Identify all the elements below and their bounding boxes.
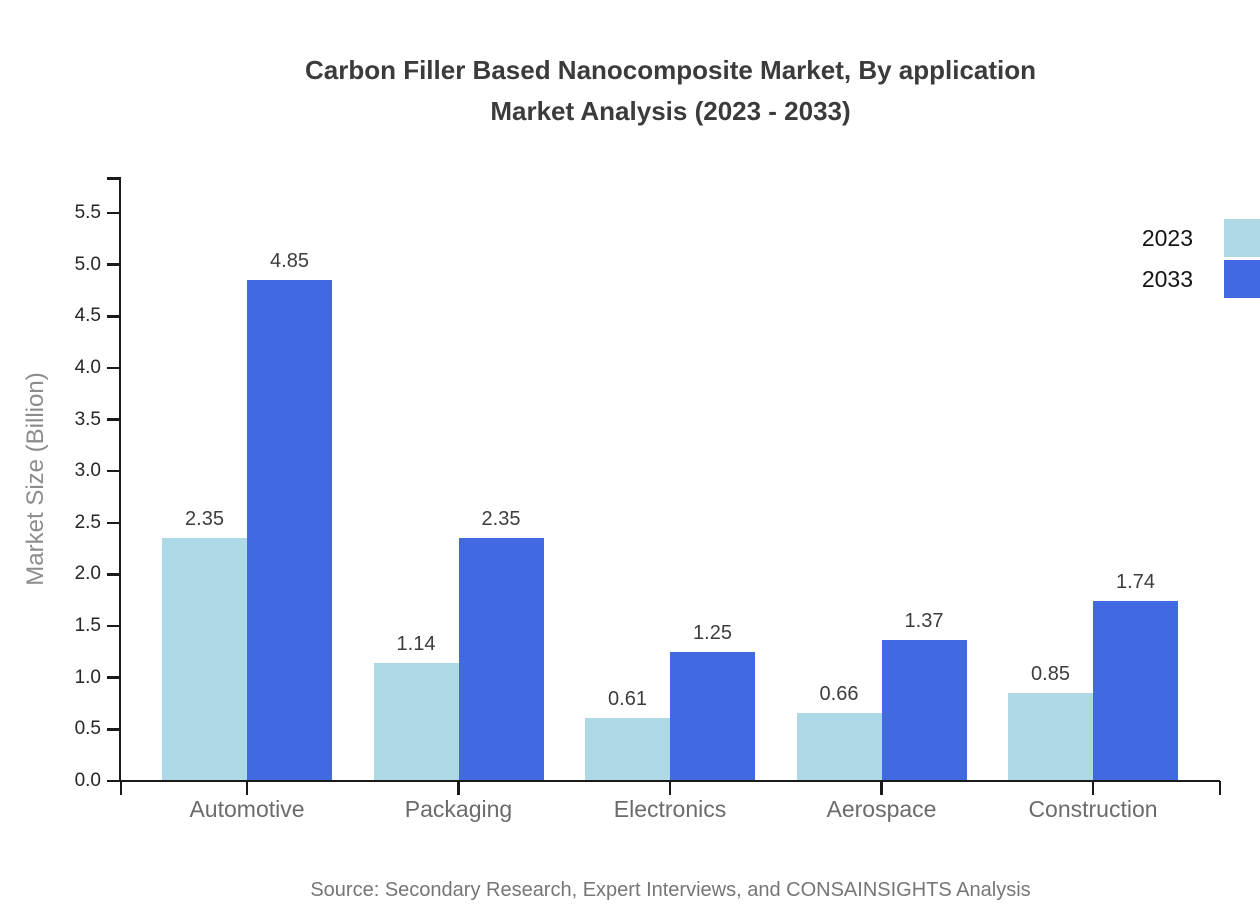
legend-swatch-2023 — [1224, 219, 1260, 257]
legend: 2023 2033 — [1142, 219, 1260, 301]
y-tick-label: 1.5 — [74, 615, 101, 637]
bar-2023-packaging — [373, 663, 459, 781]
legend-item-2033: 2033 — [1142, 260, 1260, 298]
value-label-2023-aerospace: 0.66 — [819, 682, 859, 705]
x-axis-right-end-tick — [1218, 781, 1222, 795]
y-tick-label: 2.5 — [74, 511, 101, 533]
x-axis-spine — [121, 779, 1220, 783]
y-tick — [107, 728, 121, 731]
legend-label-2023: 2023 — [1141, 224, 1193, 251]
y-tick-label: 1.0 — [74, 666, 101, 688]
value-label-2023-packaging: 1.14 — [396, 633, 436, 656]
y-tick — [107, 263, 121, 266]
y-tick — [107, 211, 121, 215]
y-tick-label: 0.0 — [74, 770, 101, 791]
category-label-automotive: Automotive — [189, 796, 305, 822]
value-label-2033-packaging: 2.35 — [481, 508, 521, 531]
category-label-aerospace: Aerospace — [826, 796, 937, 822]
value-label-2023-electronics: 0.61 — [608, 688, 647, 710]
value-label-2033-construction: 1.74 — [1116, 571, 1155, 594]
bar-2023-automotive — [162, 538, 247, 781]
x-tick-construction — [1091, 781, 1095, 795]
y-tick — [107, 366, 121, 370]
chart-title-line2: Market Analysis (2023 - 2033) — [490, 96, 851, 126]
y-tick — [107, 315, 121, 318]
y-tick-label: 5.0 — [74, 253, 101, 275]
legend-label-2033: 2033 — [1141, 265, 1193, 292]
y-tick — [107, 624, 121, 628]
bar-2023-electronics — [585, 718, 670, 781]
y-tick-label: 4.5 — [74, 305, 101, 327]
y-axis-end-cap — [107, 177, 121, 180]
bar-2033-aerospace — [881, 639, 967, 781]
bar-2033-packaging — [458, 538, 544, 781]
bar-2033-electronics — [670, 651, 755, 781]
x-tick-electronics — [668, 781, 672, 795]
chart-title-line1: Carbon Filler Based Nanocomposite Market… — [304, 55, 1037, 85]
y-tick-label: 0.5 — [74, 718, 101, 740]
x-tick-packaging — [457, 781, 460, 795]
category-label-packaging: Packaging — [404, 796, 513, 822]
value-label-2033-automotive: 4.85 — [270, 250, 309, 273]
x-tick-aerospace — [880, 781, 883, 795]
chart-title: Carbon Filler Based Nanocomposite Market… — [121, 50, 1220, 132]
legend-item-2023: 2023 — [1142, 219, 1260, 257]
y-axis-spine — [118, 177, 121, 781]
value-label-2023-automotive: 2.35 — [185, 508, 224, 531]
bar-2023-construction — [1008, 693, 1093, 781]
y-tick-label: 5.5 — [74, 202, 101, 223]
y-tick — [107, 779, 121, 783]
bar-2033-construction — [1093, 601, 1178, 781]
bar-2033-automotive — [247, 280, 332, 781]
legend-swatch-2033 — [1224, 260, 1260, 298]
value-label-2023-construction: 0.85 — [1031, 663, 1070, 686]
source-note: Source: Secondary Research, Expert Inter… — [310, 879, 1031, 901]
y-tick — [107, 573, 121, 576]
y-tick — [107, 469, 121, 473]
y-tick-label: 3.0 — [74, 460, 101, 482]
y-tick — [107, 676, 121, 679]
y-tick-label: 2.0 — [74, 563, 101, 585]
y-tick-label: 4.0 — [74, 356, 101, 378]
y-tick — [107, 418, 121, 421]
bar-2023-aerospace — [796, 712, 882, 781]
value-label-2033-electronics: 1.25 — [693, 621, 732, 644]
category-label-construction: Construction — [1028, 796, 1158, 822]
y-tick-label: 3.5 — [74, 408, 101, 430]
value-label-2033-aerospace: 1.37 — [904, 609, 944, 632]
x-tick-automotive — [245, 781, 249, 795]
category-label-electronics: Electronics — [613, 796, 727, 822]
y-tick — [107, 521, 121, 525]
x-axis-left-end-tick — [119, 781, 123, 795]
